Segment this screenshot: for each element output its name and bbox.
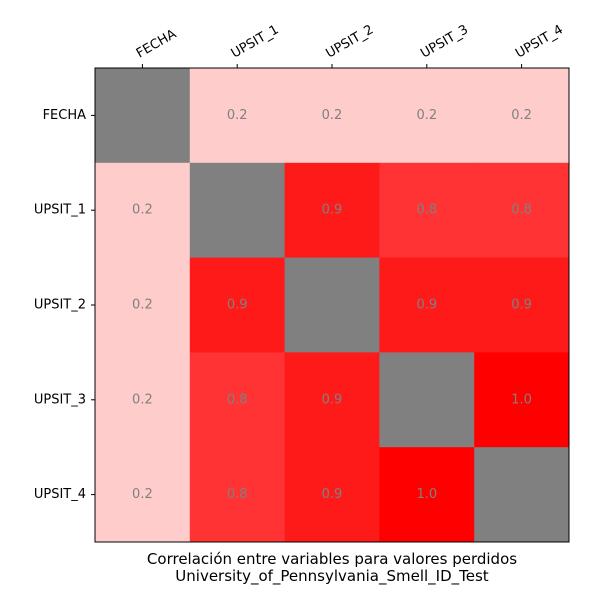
heatmap-value-label: 0.8	[227, 392, 248, 407]
heatmap-value-label: 0.2	[132, 298, 153, 313]
heatmap-cell-upsit_1-upsit_1	[189, 162, 286, 259]
x-tick-label-upsit_4: UPSIT_4	[513, 22, 566, 61]
heatmap-value-label: 0.9	[322, 487, 343, 502]
heatmap-cell-upsit_1-upsit_2	[284, 162, 380, 259]
heatmap-cell-upsit_2-fecha	[95, 257, 191, 353]
heatmap-value-label: 0.8	[416, 203, 437, 218]
heatmap-cell-upsit_4-fecha	[95, 447, 191, 543]
heatmap-value-label: 0.9	[227, 298, 248, 313]
x-tick-label-upsit_3: UPSIT_3	[418, 22, 471, 61]
heatmap-value-label: 0.2	[416, 108, 437, 123]
y-tick-label-upsit_2: UPSIT_2	[34, 298, 86, 313]
heatmap-value-label: 0.9	[416, 298, 437, 313]
heatmap-cell-upsit_3-upsit_3	[379, 352, 475, 448]
heatmap-value-label: 0.9	[511, 298, 532, 313]
heatmap-cell-fecha-upsit_2	[284, 68, 380, 164]
heatmap-value-label: 0.2	[322, 108, 343, 123]
y-tick-label-upsit_4: UPSIT_4	[34, 487, 86, 502]
heatmap-value-label: 0.8	[511, 203, 532, 218]
heatmap-cell-upsit_4-upsit_4	[474, 447, 570, 543]
heatmap-cell-upsit_2-upsit_4	[474, 257, 570, 353]
heatmap-cell-upsit_2-upsit_2	[284, 257, 380, 353]
y-tick-label-upsit_1: UPSIT_1	[34, 203, 86, 218]
heatmap-cell-upsit_3-upsit_1	[189, 352, 286, 448]
heatmap-value-label: 0.8	[227, 487, 248, 502]
x-tick-label-fecha: FECHA	[134, 27, 179, 62]
heatmap-value-label: 0.2	[227, 108, 248, 123]
heatmap-cell-upsit_4-upsit_1	[189, 447, 286, 543]
heatmap-value-label: 0.2	[132, 203, 153, 218]
heatmap-value-label: 0.2	[132, 487, 153, 502]
x-tick-label-upsit_1: UPSIT_1	[229, 22, 282, 61]
heatmap-cell-fecha-fecha	[95, 68, 191, 164]
heatmap-cell-upsit_1-upsit_4	[474, 162, 570, 259]
heatmap-value-label: 0.9	[322, 203, 343, 218]
heatmap-cell-fecha-upsit_3	[379, 68, 475, 164]
y-tick-label-upsit_3: UPSIT_3	[34, 392, 86, 407]
heatmap-cell-upsit_2-upsit_3	[379, 257, 475, 353]
heatmap-cell-upsit_2-upsit_1	[189, 257, 286, 353]
heatmap-cell-upsit_3-upsit_4	[474, 352, 570, 448]
heatmap-cell-upsit_3-fecha	[95, 352, 191, 448]
heatmap-value-label: 0.9	[322, 392, 343, 407]
heatmap-cell-upsit_4-upsit_2	[284, 447, 380, 543]
heatmap-cell-fecha-upsit_4	[474, 68, 570, 164]
y-tick-label-fecha: FECHA	[43, 108, 87, 123]
x-axis-label-line-2: University_of_Pennsylvania_Smell_ID_Test	[175, 567, 489, 586]
x-axis-ticks: FECHA UPSIT_1 UPSIT_2 UPSIT_3 UPSIT_4	[134, 22, 566, 68]
heatmap-value-label: 1.0	[511, 392, 532, 407]
x-tick-label-upsit_2: UPSIT_2	[324, 22, 377, 61]
y-axis-ticks: FECHA UPSIT_1 UPSIT_2 UPSIT_3 UPSIT_4	[34, 108, 95, 502]
heatmap-value-label: 1.0	[416, 487, 437, 502]
heatmap-cell-labels: 0.2 0.2 0.2 0.2 0.2 0.9 0.8 0.8 0.2 0.9 0.9 0.9 0.2 0…	[132, 108, 532, 502]
heatmap-cell-upsit_4-upsit_3	[379, 447, 475, 543]
heatmap-value-label: 0.2	[132, 392, 153, 407]
heatmap-value-label: 0.2	[511, 108, 532, 123]
heatmap-cell-upsit_1-upsit_3	[379, 162, 475, 259]
heatmap-cell-fecha-upsit_1	[189, 68, 286, 164]
heatmap-cell-upsit_1-fecha	[95, 162, 191, 259]
heatmap-cells	[95, 68, 570, 543]
heatmap-cell-upsit_3-upsit_2	[284, 352, 380, 448]
x-axis-label-line-1: Correlación entre variables para valores…	[147, 550, 517, 568]
